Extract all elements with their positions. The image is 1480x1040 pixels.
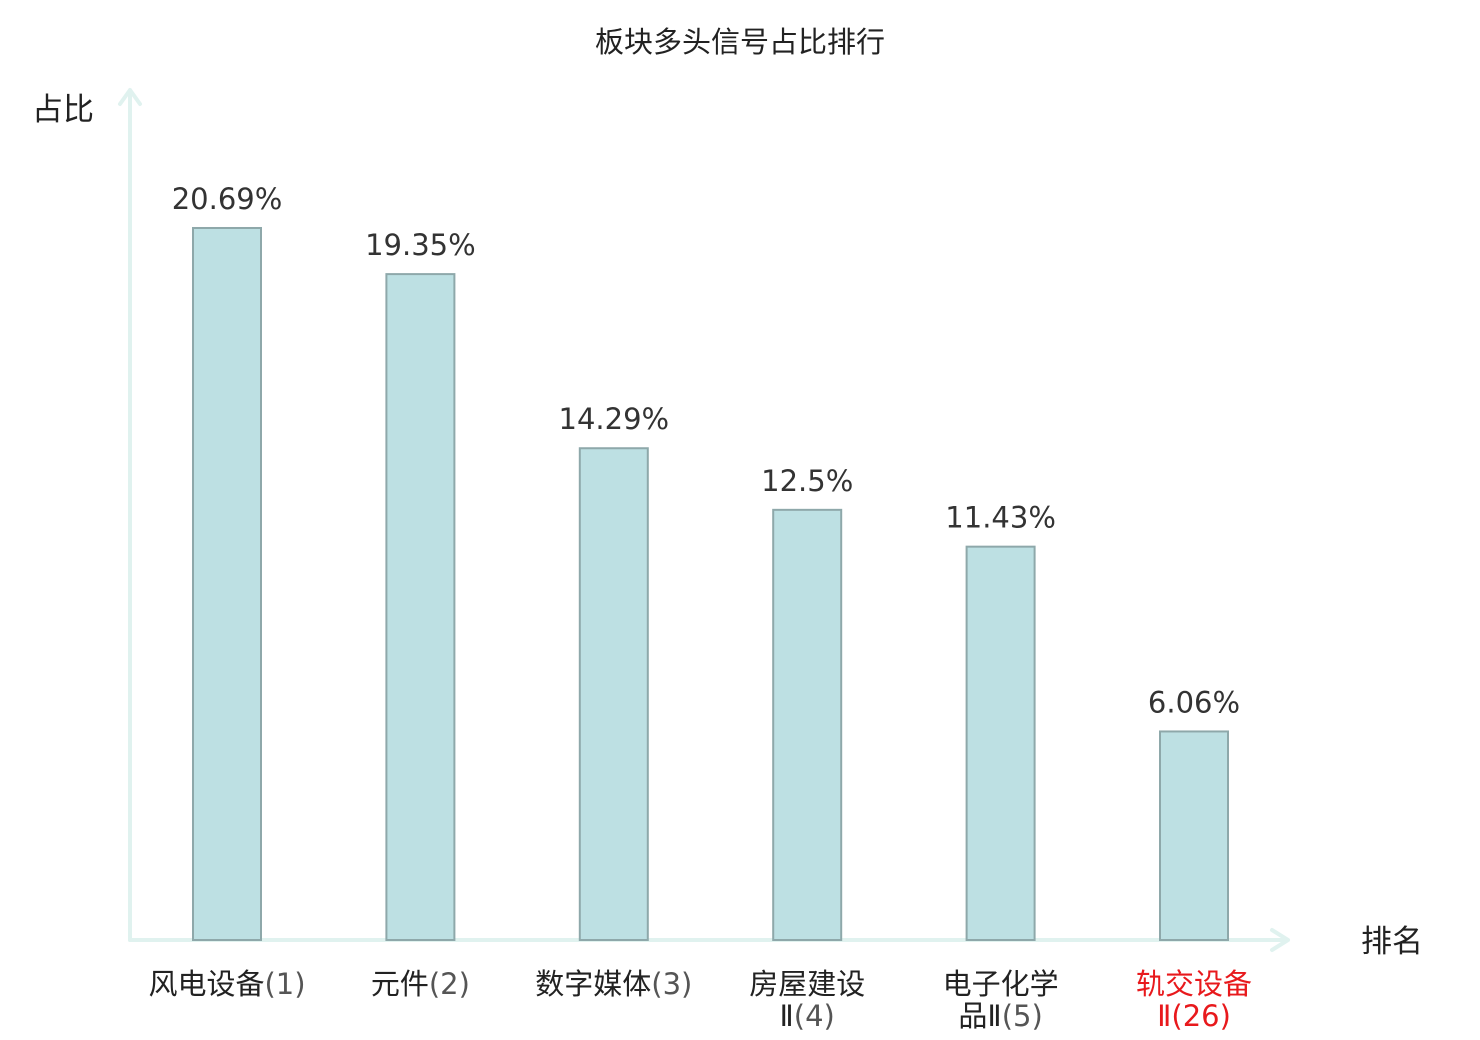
bar-5 — [965, 545, 1036, 941]
x-axis-label: 排名 — [1361, 924, 1423, 960]
bar-1 — [192, 226, 262, 941]
data-label-4: 12.5% — [761, 464, 853, 498]
bar-3 — [578, 447, 649, 941]
category-label-4: 房屋建设 Ⅱ(4) — [749, 967, 865, 1033]
data-label-5: 11.43% — [945, 501, 1056, 535]
labels-group: 20.69% 风电设备(1) 19.35% 元件(2) 14.29% 数字媒体(3) 12.… — [148, 182, 1252, 1033]
x-axis-line — [128, 928, 1290, 952]
category-label-6: 轨交设备 Ⅱ(26) — [1136, 967, 1252, 1033]
category-label-3: 数字媒体(3) — [535, 967, 692, 1001]
bars-group — [192, 226, 1229, 942]
data-label-6: 6.06% — [1148, 685, 1240, 719]
category-label-5: 电子化学品Ⅱ(5) — [943, 967, 1059, 1033]
chart-title: 板块多头信号占比排行 — [595, 25, 885, 59]
bar-6 — [1159, 730, 1229, 942]
data-label-1: 20.69% — [172, 182, 283, 216]
y-axis-line — [118, 88, 142, 942]
y-axis-label: 占比 — [32, 92, 94, 128]
data-label-2: 19.35% — [365, 228, 476, 262]
bar-2 — [385, 273, 456, 941]
bar-4 — [772, 508, 843, 941]
data-label-3: 14.29% — [559, 402, 670, 436]
category-label-2: 元件(2) — [371, 967, 470, 1001]
category-label-1: 风电设备(1) — [148, 967, 305, 1001]
